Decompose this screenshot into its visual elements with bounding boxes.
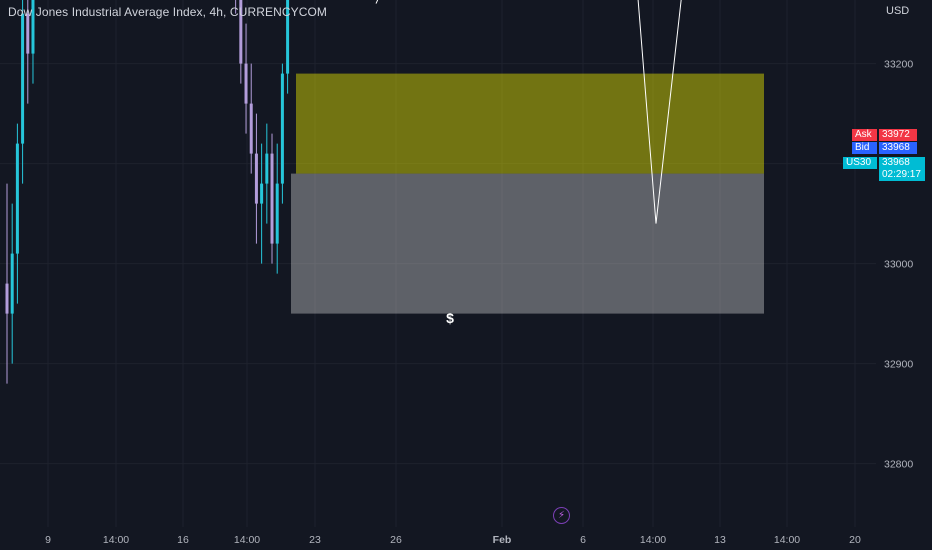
symbol-tag: US30 — [843, 157, 877, 169]
bid-label: Bid — [852, 142, 877, 154]
bid-value: 33968 — [879, 142, 917, 154]
candle — [249, 63, 253, 174]
candle — [10, 203, 14, 364]
x-tick-label: 26 — [390, 534, 402, 546]
candle-body — [15, 143, 19, 254]
y-tick-label: 32800 — [884, 459, 913, 471]
x-tick-label: 14:00 — [234, 534, 260, 546]
candle-body — [5, 283, 9, 314]
x-tick-label: 6 — [580, 534, 586, 546]
candle-body — [254, 153, 258, 204]
ask-label: Ask — [852, 129, 877, 141]
candle-body — [21, 13, 25, 144]
candle-body — [244, 63, 248, 104]
candle — [21, 0, 25, 184]
ask-value: 33972 — [879, 129, 917, 141]
candle-body — [260, 183, 264, 204]
candle-body — [10, 253, 14, 314]
candle-body — [286, 0, 290, 74]
candle — [280, 63, 284, 204]
candle-body — [249, 103, 253, 154]
candle-body — [275, 183, 279, 244]
candle — [244, 23, 248, 134]
currency-label: USD — [886, 5, 910, 17]
y-tick-label: 33200 — [884, 59, 913, 71]
last-price-tag: 33968 — [879, 157, 925, 169]
demand-zone-lower — [291, 173, 764, 314]
candle-body — [265, 153, 269, 184]
countdown-tag: 02:29:17 — [879, 169, 925, 181]
x-tick-label: 20 — [849, 534, 861, 546]
candle-body — [239, 0, 243, 64]
x-tick-label: 14:00 — [640, 534, 666, 546]
candle — [26, 0, 30, 104]
candle — [286, 0, 290, 94]
trendline-dashed — [375, 0, 379, 4]
x-tick-label: 13 — [714, 534, 726, 546]
dollar-annotation: $ — [446, 310, 454, 326]
candle-body — [280, 73, 284, 184]
y-tick-label: 33000 — [884, 259, 913, 271]
candle — [31, 0, 35, 84]
x-tick-label: 23 — [309, 534, 321, 546]
x-tick-label: 14:00 — [774, 534, 800, 546]
y-tick-label: 32900 — [884, 359, 913, 371]
lightning-icon[interactable]: ⚡ — [553, 507, 570, 524]
candle — [239, 0, 243, 84]
candle-body — [270, 153, 274, 244]
chart-title: Dow Jones Industrial Average Index, 4h, … — [8, 5, 328, 19]
x-tick-label: Feb — [493, 534, 512, 546]
x-tick-label: 9 — [45, 534, 51, 546]
candle — [260, 143, 264, 264]
candle — [254, 113, 258, 244]
candle-body — [31, 0, 35, 54]
demand-zone-yellow — [296, 73, 764, 174]
candle — [270, 133, 274, 264]
x-tick-label: 16 — [177, 534, 189, 546]
x-tick-label: 14:00 — [103, 534, 129, 546]
candle — [275, 143, 279, 274]
candle — [265, 123, 269, 224]
candle — [15, 123, 19, 304]
candle-body — [26, 13, 30, 54]
candle — [5, 183, 9, 384]
